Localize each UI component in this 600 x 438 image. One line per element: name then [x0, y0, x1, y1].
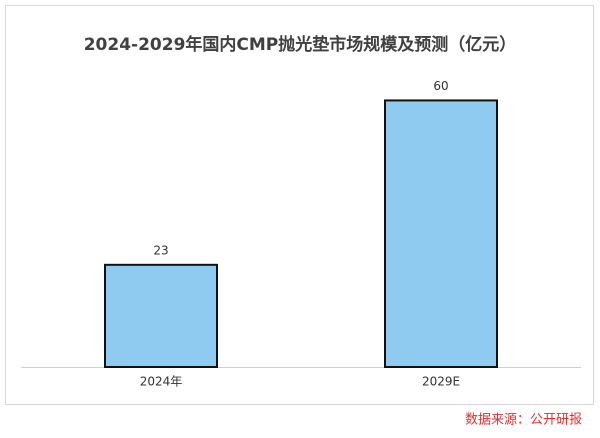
bar	[104, 263, 218, 369]
bar	[384, 99, 498, 369]
x-tick-label: 2024年	[140, 375, 183, 389]
x-tick-label: 2029E	[422, 375, 460, 389]
data-label: 60	[433, 79, 448, 93]
chart-title: 2024-2029年国内CMP抛光垫市场规模及预测（亿元）	[84, 34, 517, 55]
chart-border	[5, 5, 594, 405]
data-label: 23	[153, 243, 168, 257]
source-note: 数据来源：公开研报	[465, 413, 582, 428]
